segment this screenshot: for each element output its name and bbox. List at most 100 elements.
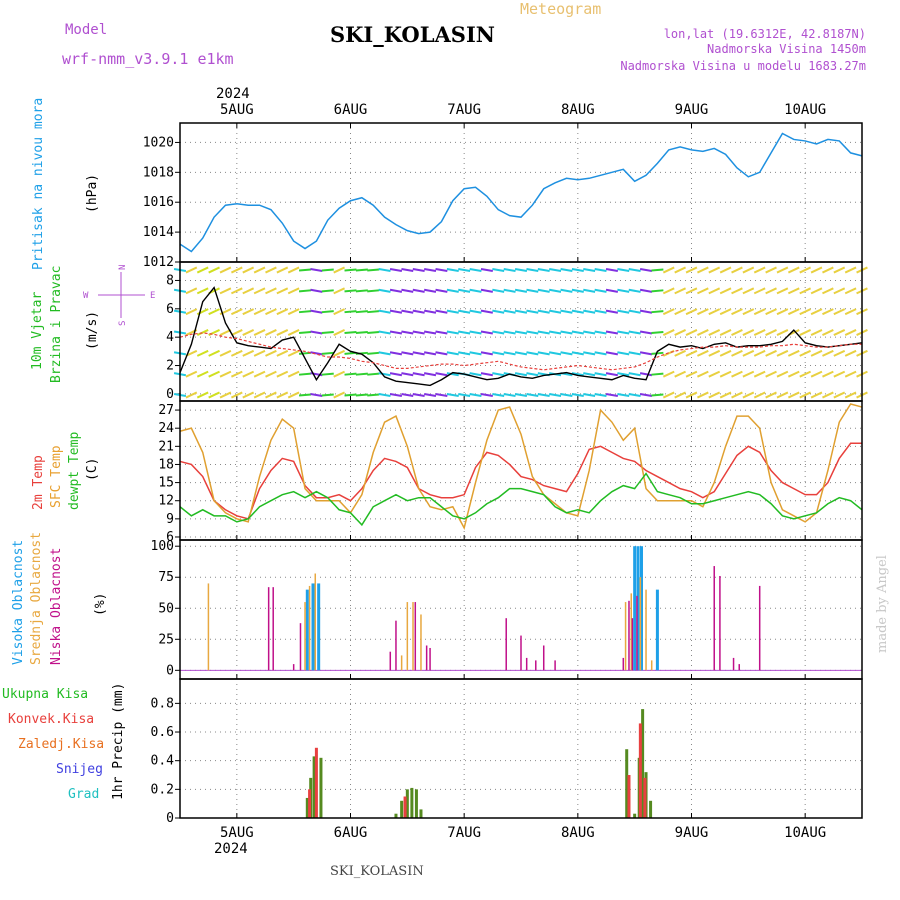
wind-barb — [651, 268, 664, 272]
y-tick-label: 1020 — [143, 135, 174, 150]
wind-barb — [594, 309, 607, 314]
y-tick-label: 12 — [158, 494, 174, 509]
wind-barb — [697, 391, 709, 399]
wind-barb — [753, 370, 766, 378]
wind-barb — [674, 349, 686, 357]
wind-barb — [503, 351, 516, 356]
wind-barb — [765, 391, 777, 399]
wind-barb — [662, 308, 675, 316]
wind-barb — [469, 330, 482, 335]
wind-barb — [639, 309, 653, 314]
wind-barb — [674, 308, 686, 316]
wind-barb — [401, 392, 414, 398]
wind-barb — [423, 267, 437, 273]
wind-barb — [787, 349, 800, 357]
wind-barb — [321, 393, 334, 397]
wind-barb — [776, 266, 789, 274]
wind-barb — [639, 372, 653, 377]
wind-barb — [753, 308, 766, 316]
cloud-bar — [304, 602, 306, 671]
wind-barb — [549, 392, 562, 398]
y-tick-label: 6 — [166, 302, 174, 317]
wind-barb — [219, 370, 232, 378]
wind-barb — [435, 267, 448, 273]
wind-barb — [230, 287, 243, 295]
wind-barb — [605, 288, 619, 293]
wind-barb — [605, 330, 619, 335]
wind-barb — [787, 370, 800, 378]
wind-barb — [685, 370, 698, 378]
wind-barb — [185, 370, 198, 378]
wind-barb — [355, 310, 368, 314]
wind-barb — [571, 330, 584, 335]
wind-barb — [742, 266, 755, 274]
series-line — [179, 403, 863, 530]
y-tick-label: 27 — [158, 403, 174, 418]
wind-barb — [469, 392, 482, 398]
y-tick-label: 75 — [158, 570, 174, 585]
y-tick-label: 2 — [166, 359, 174, 374]
wind-barb — [492, 351, 505, 356]
wind-barb — [674, 329, 686, 336]
wind-barb — [480, 267, 493, 273]
wind-barb — [230, 391, 243, 399]
wind-barb — [594, 372, 607, 377]
wind-barb — [310, 309, 323, 314]
wind-barb — [549, 351, 562, 356]
precip-bar — [643, 777, 647, 818]
precip-bar — [312, 756, 316, 818]
wind-barb — [514, 330, 528, 335]
wind-barb — [628, 351, 641, 356]
wind-barb — [742, 370, 755, 378]
y-tick-label: 0.8 — [151, 696, 174, 711]
wind-barb — [628, 330, 641, 335]
wind-barb — [526, 351, 539, 356]
y-tick-label: 0.2 — [151, 782, 174, 797]
wind-barb — [276, 266, 289, 274]
wind-barb — [253, 391, 266, 399]
cloud-bar — [520, 635, 522, 671]
cloud-bar — [311, 583, 315, 671]
wind-barb — [697, 308, 709, 316]
wind-barb — [822, 370, 834, 378]
wind-barb — [742, 287, 755, 295]
wind-barb — [753, 349, 766, 357]
x-tick-label: 5AUG — [220, 102, 254, 118]
wind-barb — [242, 391, 255, 399]
y-tick-label: 100 — [151, 539, 174, 554]
wind-barb — [571, 392, 584, 398]
wind-barb — [230, 266, 243, 274]
y-tick-label: 21 — [158, 439, 174, 454]
wind-barb — [753, 287, 766, 295]
y-tick-label: 1018 — [143, 165, 174, 180]
wind-barb — [389, 309, 403, 314]
cloud-bar — [639, 577, 642, 671]
wind-barb — [514, 288, 528, 293]
wind-barb — [287, 308, 300, 316]
wind-barb — [492, 372, 505, 377]
wind-barb — [265, 349, 277, 357]
wind-barb — [697, 370, 709, 378]
x-tick-label: 8AUG — [561, 102, 595, 118]
wind-barb — [719, 287, 732, 295]
wind-barb — [833, 287, 846, 295]
wind-barb — [844, 287, 857, 295]
wind-barb — [423, 392, 437, 398]
wind-barb — [651, 393, 664, 397]
wind-barb — [412, 267, 425, 273]
precip-bar — [314, 747, 318, 818]
wind-barb — [219, 266, 232, 274]
wind-barb — [367, 372, 380, 376]
wind-barb — [514, 392, 528, 398]
wind-barb — [446, 288, 459, 293]
wind-barb — [697, 287, 709, 295]
wind-barb — [480, 392, 493, 398]
svg-text:E: E — [150, 291, 155, 301]
wind-barb — [492, 392, 505, 398]
precip-bar — [414, 789, 418, 818]
wind-barb — [537, 392, 550, 398]
model-name: wrf-nmm_v3.9.1 e1km — [62, 50, 234, 68]
wind-barb — [810, 391, 823, 399]
cloud-bar — [631, 618, 634, 671]
wind-barb — [230, 370, 243, 378]
